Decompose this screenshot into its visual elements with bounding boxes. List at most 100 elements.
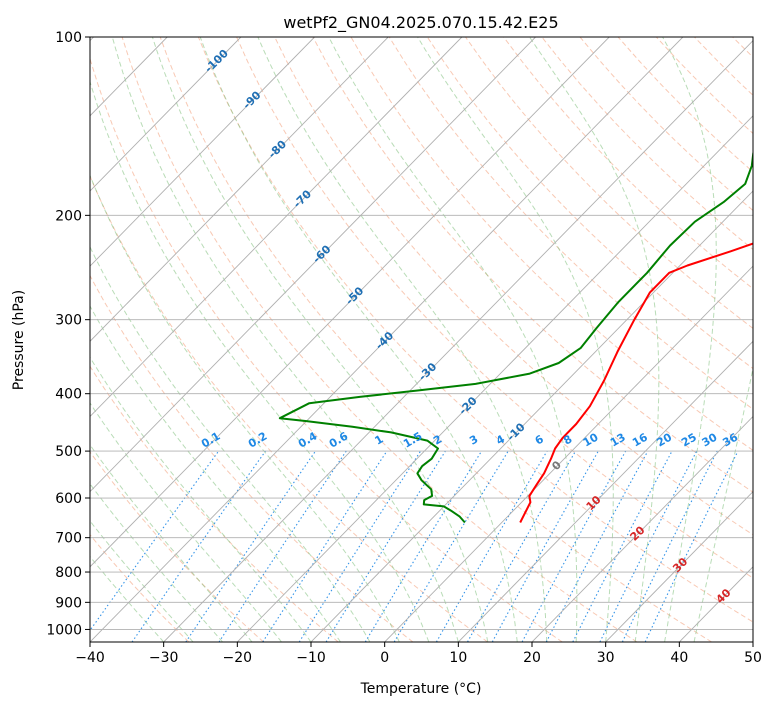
mixing-ratio-line — [621, 450, 718, 642]
dry-adiabat — [197, 37, 753, 623]
mixing-ratio-line — [131, 450, 266, 642]
dry-adiabat — [274, 37, 753, 536]
mixing-ratio-label: 1.5 — [401, 430, 424, 451]
y-axis-label: Pressure (hPa) — [11, 290, 27, 390]
mixing-ratio-line — [599, 450, 698, 642]
background-lines — [90, 37, 775, 642]
moist-adiabat — [151, 37, 489, 642]
dry-adiabat — [90, 533, 190, 642]
y-tick-label: 500 — [55, 444, 82, 460]
mixing-ratio-label: 0.4 — [296, 429, 320, 450]
isotherm-line — [163, 39, 753, 642]
isotherm-line — [90, 37, 315, 267]
mixing-ratio-label: 0.2 — [246, 430, 269, 451]
x-tick-label: 30 — [597, 650, 615, 666]
isotherm-line — [90, 37, 684, 642]
mixing-ratio-line — [435, 450, 548, 642]
dry-adiabat — [121, 37, 638, 642]
dry-adiabat — [90, 365, 339, 642]
moist-adiabat — [111, 37, 459, 642]
mixing-ratio-label: 8 — [561, 433, 574, 448]
mixing-ratio-line — [298, 450, 422, 642]
mixing-ratio-line — [364, 450, 483, 642]
mixing-ratio-label: 25 — [679, 431, 699, 450]
mixing-ratio-line — [393, 450, 509, 642]
x-tick-label: −40 — [75, 650, 105, 666]
y-tick-label: 200 — [55, 208, 82, 224]
isotherm-line — [679, 566, 753, 642]
mixing-ratio-line — [545, 450, 649, 642]
mixing-ratio-label: 0.6 — [327, 429, 351, 450]
x-tick-label: −20 — [223, 650, 253, 666]
dry-adiabat — [503, 37, 753, 290]
dry-adiabat — [771, 37, 775, 642]
isotherm-line — [90, 37, 463, 418]
y-tick-label: 800 — [55, 565, 82, 581]
moist-adiabat — [90, 305, 341, 642]
moist-adiabat — [417, 37, 614, 642]
moist-adiabat — [90, 520, 194, 642]
isotherm-line — [237, 115, 753, 642]
dry-adiabat — [90, 274, 414, 642]
isotherm-line — [458, 340, 753, 642]
dry-adiabat — [159, 37, 712, 642]
grid-lines — [90, 37, 753, 642]
mixing-ratio-line — [521, 450, 627, 642]
x-tick-label: 40 — [670, 650, 688, 666]
moist-adiabat — [257, 37, 548, 642]
y-tick-label: 100 — [55, 30, 82, 46]
dry-adiabat — [388, 37, 753, 410]
moist-adiabat — [90, 555, 165, 642]
mixing-ratio-label: 3 — [467, 433, 480, 448]
mixing-ratio-line — [467, 450, 577, 642]
series-line-temperature — [519, 242, 753, 523]
dry-adiabat — [312, 37, 753, 493]
y-tick-label: 400 — [55, 387, 82, 403]
mixing-ratio-line — [325, 450, 446, 642]
isotherm-line — [90, 37, 242, 192]
y-tick-label: 700 — [55, 531, 82, 547]
isotherm-line — [90, 37, 610, 568]
x-tick-label: 10 — [449, 650, 467, 666]
mixing-ratio-line — [572, 450, 673, 642]
isotherm-line — [752, 641, 753, 642]
x-tick-label: 0 — [380, 650, 389, 666]
dry-adiabat — [617, 37, 753, 173]
mixing-ratio-line — [218, 450, 347, 642]
x-axis-label: Temperature (°C) — [360, 681, 482, 697]
moist-adiabat — [90, 402, 282, 642]
mixing-ratio-label: 16 — [630, 430, 650, 449]
moist-adiabat — [662, 37, 717, 642]
x-tick-label: 50 — [744, 650, 762, 666]
series-line-dewpoint — [278, 151, 753, 524]
mixing-ratio-label: 30 — [700, 430, 720, 449]
dry-adiabat — [579, 37, 753, 212]
isotherm-line — [310, 190, 753, 642]
mixing-ratio-label: 10 — [581, 430, 601, 449]
isotherm-line — [90, 37, 389, 342]
chart-title: wetPf2_GN04.2025.070.15.42.E25 — [283, 13, 558, 33]
plot-frame — [89, 36, 754, 643]
dry-adiabat — [426, 37, 753, 370]
axis-ticks: −40 −30 −20 −10 0 10 20 30 40 5010020030040050060… — [46, 30, 762, 666]
moist-adiabat — [529, 37, 660, 642]
dry-adiabat — [465, 37, 753, 329]
moist-adiabat — [90, 245, 371, 642]
x-tick-label: 20 — [523, 650, 541, 666]
dry-adiabat — [694, 37, 753, 96]
mixing-ratio-label: 6 — [533, 432, 546, 447]
moist-adiabat — [90, 483, 223, 642]
series-layer — [278, 151, 753, 524]
y-tick-label: 300 — [55, 313, 82, 329]
dry-adiabat — [732, 37, 753, 58]
dry-adiabat — [655, 37, 753, 135]
moist-adiabat — [328, 37, 578, 642]
moist-adiabat — [693, 366, 753, 642]
moist-adiabat — [90, 356, 312, 642]
x-tick-label: −30 — [149, 650, 179, 666]
dry-adiabat — [90, 451, 264, 642]
isotherm-line — [384, 265, 753, 642]
mixing-ratio-line — [90, 450, 220, 632]
mixing-ratio-label: 0.1 — [199, 430, 222, 451]
